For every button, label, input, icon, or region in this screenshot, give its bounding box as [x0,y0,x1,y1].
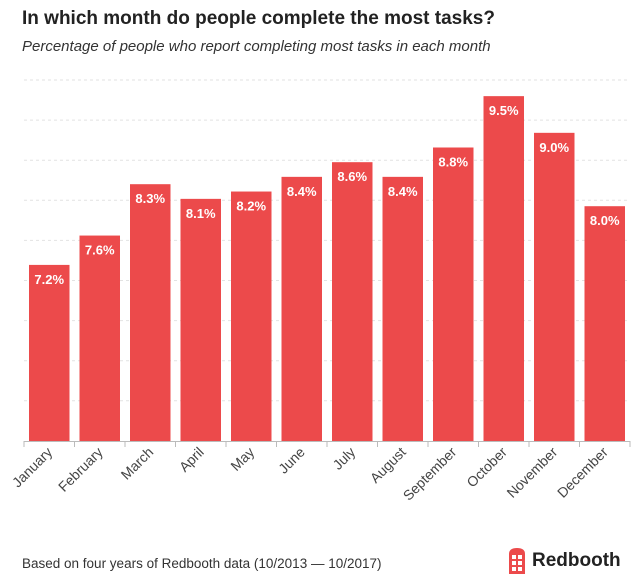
data-label: 9.0% [539,140,569,155]
x-tick-label: August [367,444,409,486]
x-tick-label: June [275,444,308,477]
chart-title: In which month do people complete the mo… [22,8,495,29]
x-tick-label: January [9,444,56,491]
data-label: 8.0% [590,213,620,228]
bar-august [382,176,423,442]
logo-text: Redbooth [532,550,621,571]
data-label: 8.1% [186,206,216,221]
x-tick-label: February [55,444,106,495]
data-label: 8.6% [337,169,367,184]
x-tick-label: May [227,444,257,474]
bar-january [29,264,70,441]
bar-may [231,191,272,441]
data-label: 8.4% [287,184,317,199]
chart-subtitle: Percentage of people who report completi… [22,38,491,55]
data-label: 7.2% [34,272,64,287]
data-label: 7.6% [85,243,115,258]
bar-december [584,206,625,441]
bar-june [281,176,322,442]
bar-february [79,235,120,441]
x-tick-label: October [463,444,510,491]
x-tick-label: March [118,444,157,483]
bar-october [483,96,524,441]
x-tick-label: September [400,444,460,504]
data-label: 8.2% [236,199,266,214]
bar-november [534,132,575,441]
bar-march [130,184,171,442]
bar-september [433,147,474,441]
x-tick-label: July [329,444,358,473]
phone-booth-icon [509,548,525,574]
data-label: 8.3% [135,191,165,206]
data-label: 8.4% [388,184,418,199]
x-tick-label: April [176,444,207,475]
x-tick-label: December [554,444,611,501]
bar-july [332,162,373,441]
x-tick-label: November [503,444,560,501]
bar-chart: 7.2% January 7.6% February 8.3% March 8.1% Apri… [9,79,631,504]
data-label: 8.8% [438,155,468,170]
data-label: 9.5% [489,103,519,118]
footer-note: Based on four years of Redbooth data (10… [22,556,382,571]
bar-april [180,198,221,441]
redbooth-logo: Redbooth [508,548,621,574]
